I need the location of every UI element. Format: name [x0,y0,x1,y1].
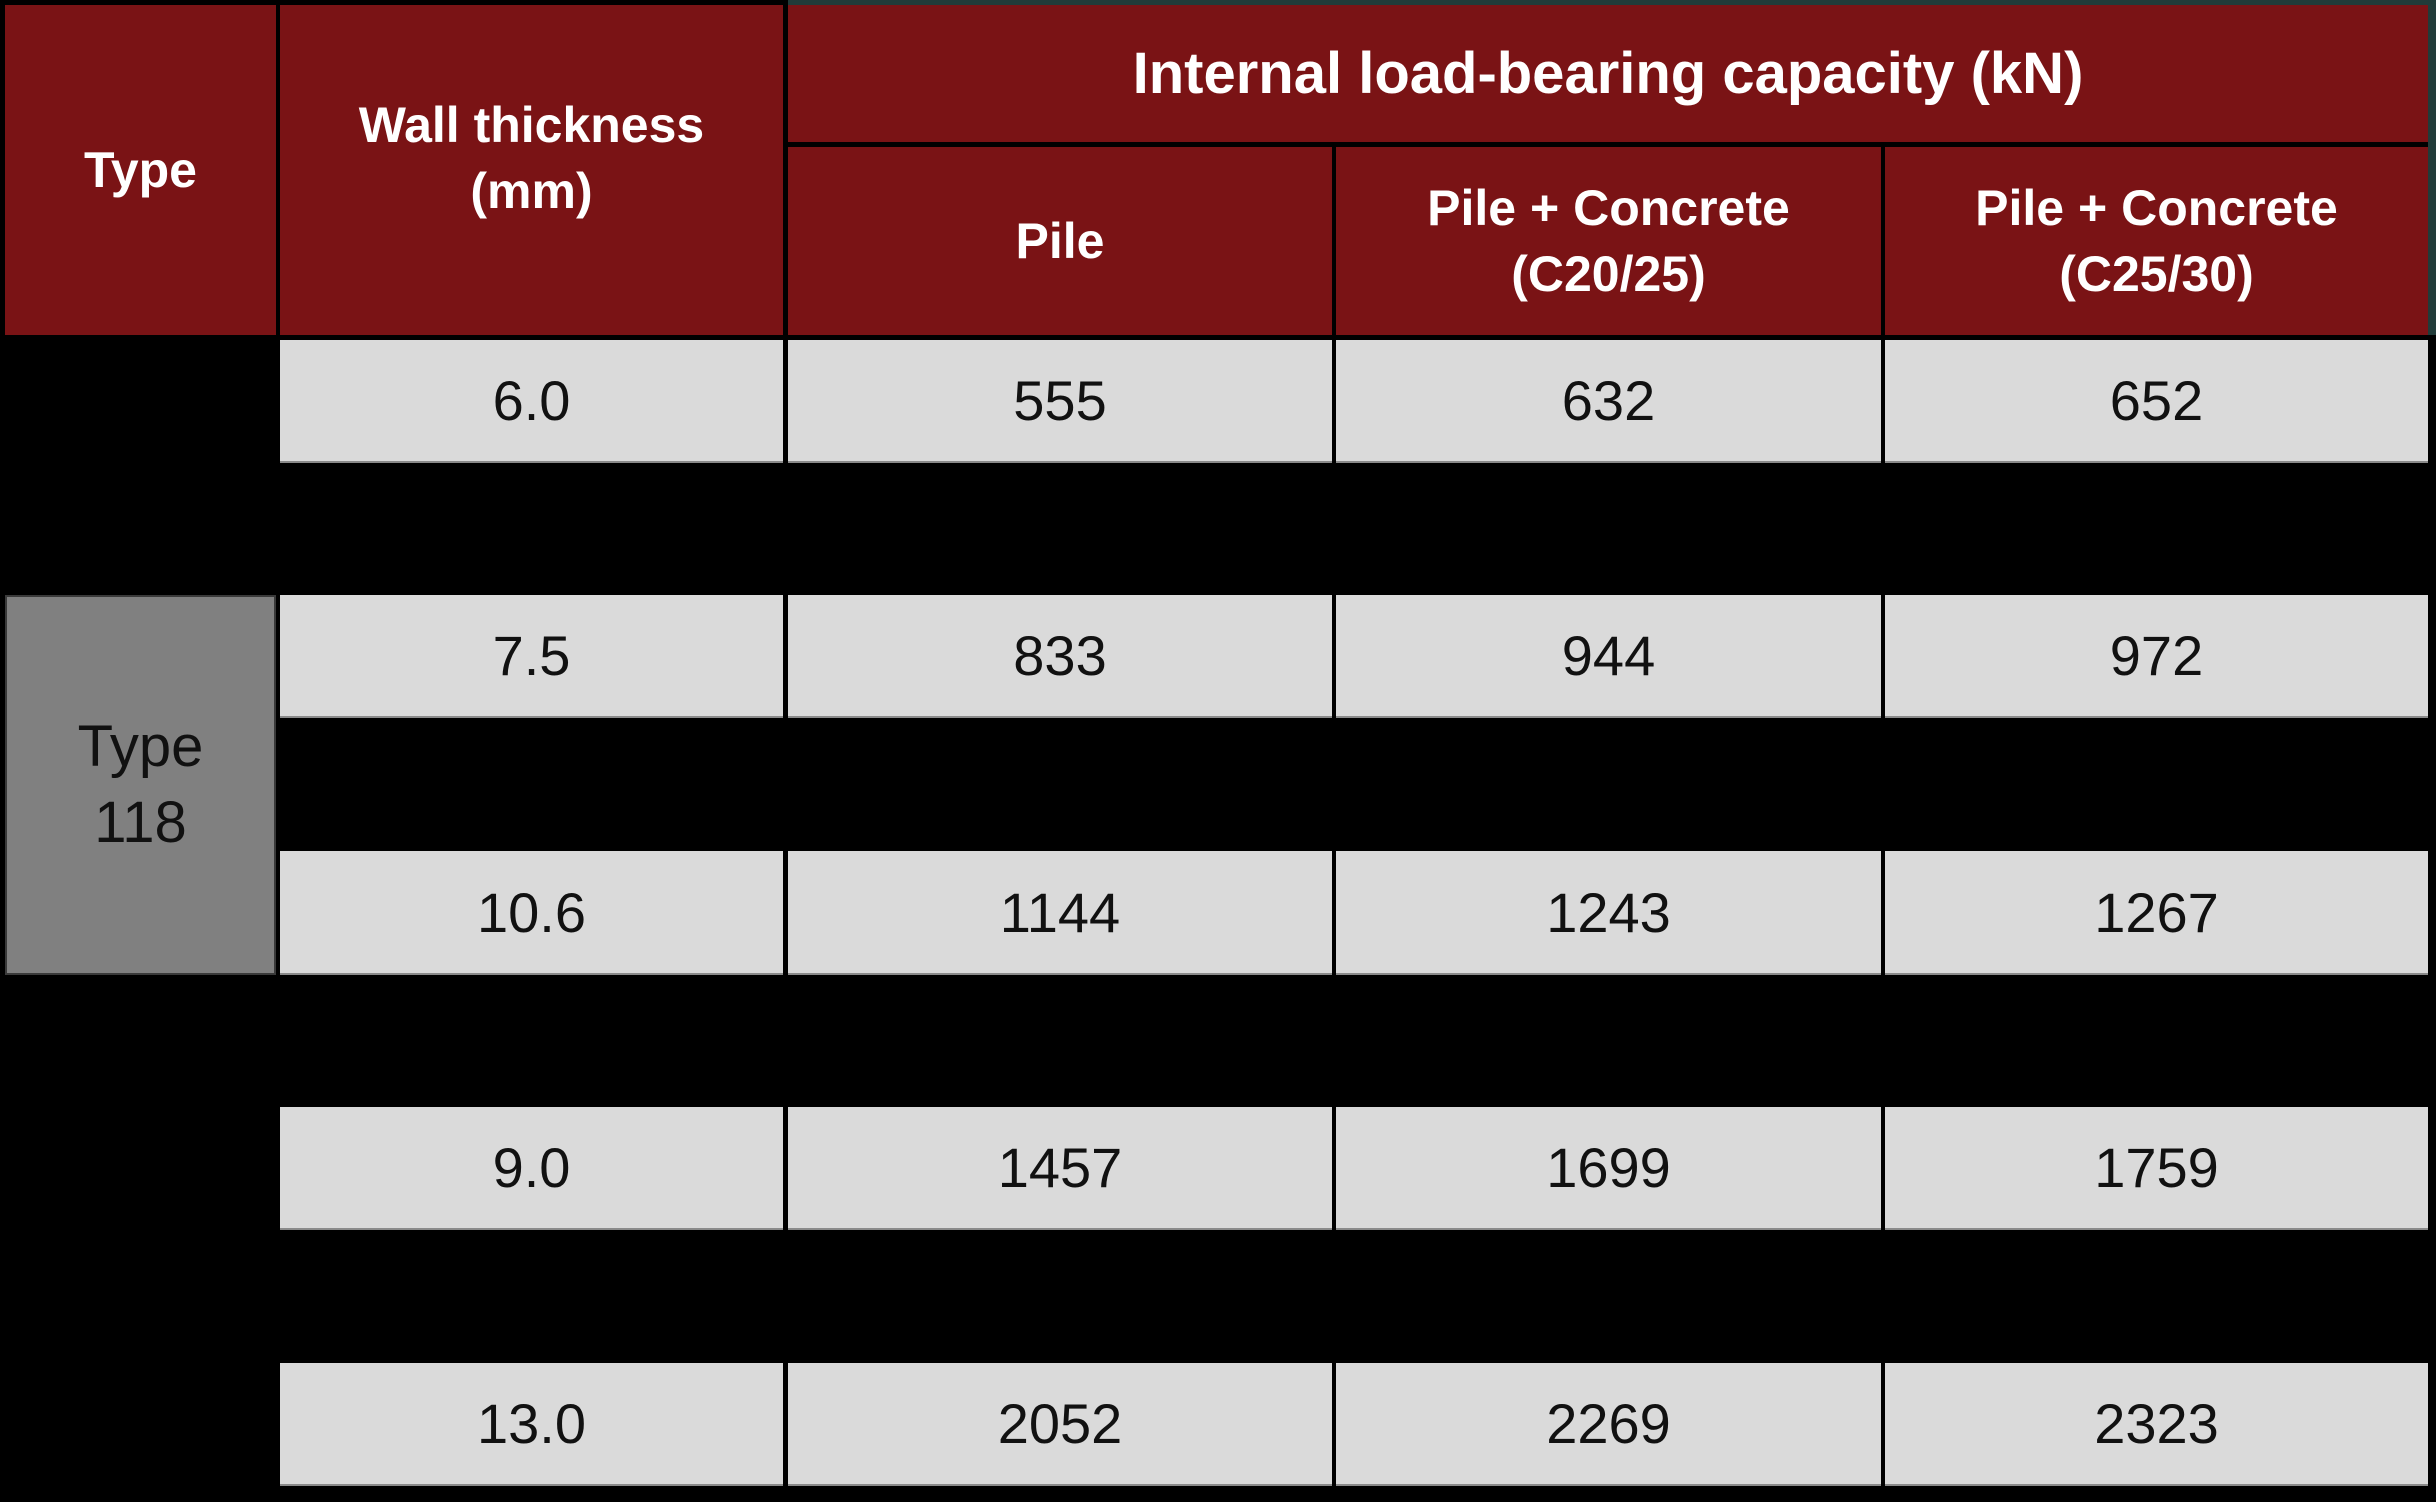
header-group-title: Internal load-bearing capacity (kN) [788,5,2428,142]
header-type-label: Type [84,142,197,198]
row-1-wall-thickness: 6.0 [280,340,783,463]
header-col-pile: Pile [788,147,1332,335]
row-5-pile-c20-25: 2269 [1336,1363,1881,1486]
type-group-line1: Type [77,714,204,779]
row-4-wall-thickness: 9.0 [280,1107,783,1230]
row-2-pile-c25-30: 972 [1885,595,2428,718]
top-edge [788,0,2436,5]
row-2-pile: 833 [788,595,1332,718]
row-4-pile-c25-30: 1759 [1885,1107,2428,1230]
row-1-pile-c25-30: 652 [1885,340,2428,463]
header-wall-thickness: Wall thickness (mm) [280,5,783,335]
row-5-pile-c25-30: 2323 [1885,1363,2428,1486]
type-group-cell: Type 118 [5,595,276,975]
row-2-pile-c20-25: 944 [1336,595,1881,718]
row-3-wall-thickness: 10.6 [280,851,783,975]
header-col-c25-30-line1: Pile + Concrete [1975,180,2338,236]
header-wall-thickness-line2: (mm) [470,163,593,219]
header-col-pile-label: Pile [1015,213,1105,269]
row-3-pile-c25-30: 1267 [1885,851,2428,975]
header-col-pile-concrete-c20-25: Pile + Concrete (C20/25) [1336,147,1881,335]
row-3-pile: 1144 [788,851,1332,975]
row-3-pile-c20-25: 1243 [1336,851,1881,975]
header-type: Type [5,5,276,335]
row-5-pile: 2052 [788,1363,1332,1486]
right-edge [2428,0,2436,335]
row-4-pile: 1457 [788,1107,1332,1230]
header-wall-thickness-line1: Wall thickness [358,97,705,153]
row-2-wall-thickness: 7.5 [280,595,783,718]
header-group-title-label: Internal load-bearing capacity (kN) [1132,40,2084,106]
row-1-pile-c20-25: 632 [1336,340,1881,463]
header-col-c20-25-line1: Pile + Concrete [1427,180,1790,236]
row-1-pile: 555 [788,340,1332,463]
header-col-c20-25-line2: (C20/25) [1511,246,1706,302]
header-col-c25-30-line2: (C25/30) [2059,246,2254,302]
row-5-wall-thickness: 13.0 [280,1363,783,1486]
row-4-pile-c20-25: 1699 [1336,1107,1881,1230]
header-col-pile-concrete-c25-30: Pile + Concrete (C25/30) [1885,147,2428,335]
type-group-line2: 118 [94,790,187,855]
